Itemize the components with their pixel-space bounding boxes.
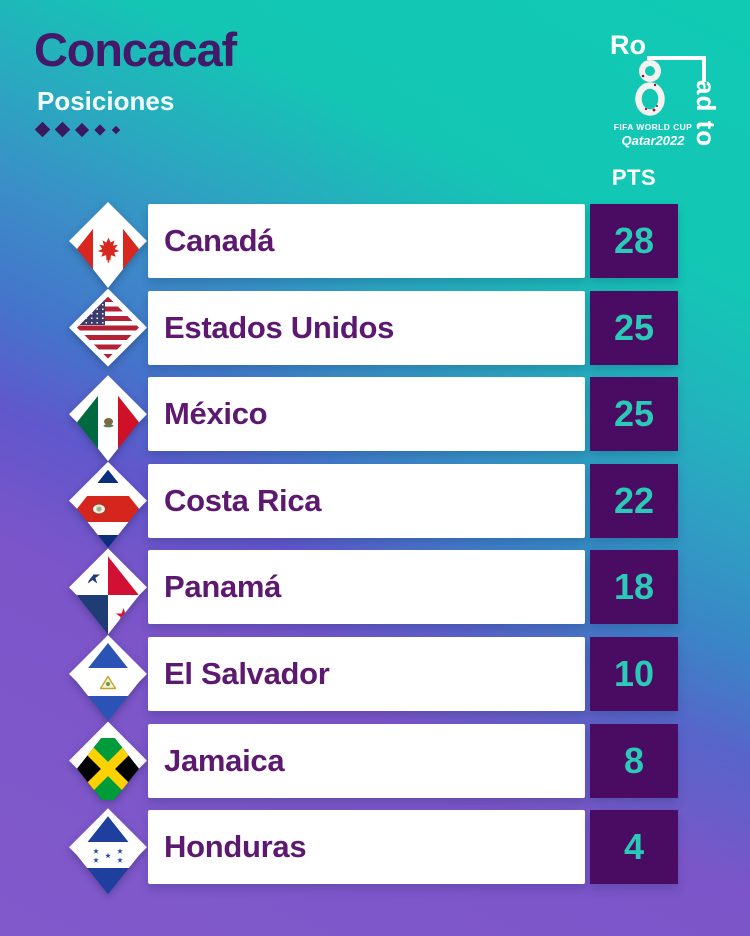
qatar-2022-label: Qatar2022 bbox=[621, 133, 685, 148]
table-row: Panamá 18 bbox=[0, 548, 750, 635]
team-bar: Honduras bbox=[148, 810, 585, 885]
canada-flag-icon bbox=[69, 202, 147, 288]
diamond-dot-icon bbox=[111, 125, 121, 134]
team-name: Costa Rica bbox=[164, 482, 322, 518]
road-to-text-vertical: ad to bbox=[691, 80, 721, 148]
panama-flag-icon bbox=[69, 548, 147, 635]
team-bar: Canadá bbox=[148, 204, 585, 278]
points-cell: 4 bbox=[590, 810, 678, 885]
team-bar: Costa Rica bbox=[148, 463, 585, 538]
table-row: Estados Unidos 25 bbox=[0, 288, 750, 367]
table-row: Honduras 4 bbox=[0, 808, 750, 895]
mexico-flag-icon bbox=[69, 375, 147, 462]
points-value: 10 bbox=[613, 653, 655, 694]
team-bar: Jamaica bbox=[148, 723, 585, 798]
diamond-decoration bbox=[34, 121, 121, 138]
points-value: 25 bbox=[613, 393, 655, 435]
usa-flag-icon bbox=[69, 288, 147, 367]
table-row: Jamaica 8 bbox=[0, 721, 750, 806]
points-value: 28 bbox=[613, 220, 655, 261]
points-cell: 22 bbox=[590, 463, 678, 538]
honduras-flag-icon bbox=[69, 808, 147, 895]
points-value: 4 bbox=[623, 826, 645, 868]
team-bar: Panamá bbox=[148, 550, 585, 625]
points-value: 8 bbox=[623, 739, 645, 781]
costa-rica-emblem bbox=[90, 502, 107, 516]
team-name: Panamá bbox=[164, 569, 282, 605]
team-bar: Estados Unidos bbox=[148, 290, 585, 365]
team-bar: El Salvador bbox=[148, 637, 585, 711]
table-row: México 25 bbox=[0, 375, 750, 462]
jamaica-flag-icon bbox=[69, 721, 147, 806]
el-salvador-emblem bbox=[99, 675, 117, 689]
points-cell: 25 bbox=[590, 290, 678, 365]
points-cell: 28 bbox=[590, 204, 678, 278]
team-name: El Salvador bbox=[164, 656, 330, 691]
fifa-worldcup-wordmark: FIFA WORLD CUP Qatar2022 bbox=[586, 122, 720, 148]
points-cell: 18 bbox=[590, 550, 678, 625]
mexico-eagle-emblem bbox=[103, 417, 113, 428]
worldcup-qatar-emblem-icon bbox=[635, 60, 665, 116]
points-value: 18 bbox=[613, 566, 655, 608]
points-column-header: PTS bbox=[611, 165, 657, 190]
red-star-icon bbox=[115, 608, 132, 623]
team-name: Honduras bbox=[164, 829, 307, 865]
points-value: 25 bbox=[613, 306, 655, 348]
points-value: 22 bbox=[613, 479, 655, 521]
page-title: Concacaf bbox=[34, 23, 237, 76]
costa-rica-flag-icon bbox=[69, 461, 147, 548]
team-bar: México bbox=[148, 377, 585, 452]
logo-connector-line bbox=[647, 56, 706, 82]
honduras-stars bbox=[93, 848, 123, 863]
points-cell: 10 bbox=[590, 637, 678, 711]
road-to-text-horizontal: Ro bbox=[610, 30, 646, 60]
fifa-worldcup-label: FIFA WORLD CUP bbox=[613, 122, 693, 132]
diamond-dot-icon bbox=[34, 121, 51, 138]
points-cell: 8 bbox=[590, 723, 678, 798]
page-subtitle: Posiciones bbox=[37, 86, 175, 116]
points-cell: 25 bbox=[590, 377, 678, 452]
el-salvador-flag-icon bbox=[69, 635, 147, 721]
diamond-dot-icon bbox=[94, 123, 106, 136]
team-name: Estados Unidos bbox=[164, 309, 395, 345]
team-name: México bbox=[164, 396, 268, 432]
diamond-dot-icon bbox=[74, 122, 90, 137]
team-name: Canadá bbox=[164, 223, 275, 258]
diamond-dot-icon bbox=[54, 121, 71, 138]
team-name: Jamaica bbox=[164, 742, 285, 778]
table-row: Costa Rica 22 bbox=[0, 461, 750, 548]
maple-leaf-icon bbox=[97, 237, 119, 262]
table-row: El Salvador 10 bbox=[0, 635, 750, 721]
table-row: Canadá 28 bbox=[0, 202, 750, 288]
